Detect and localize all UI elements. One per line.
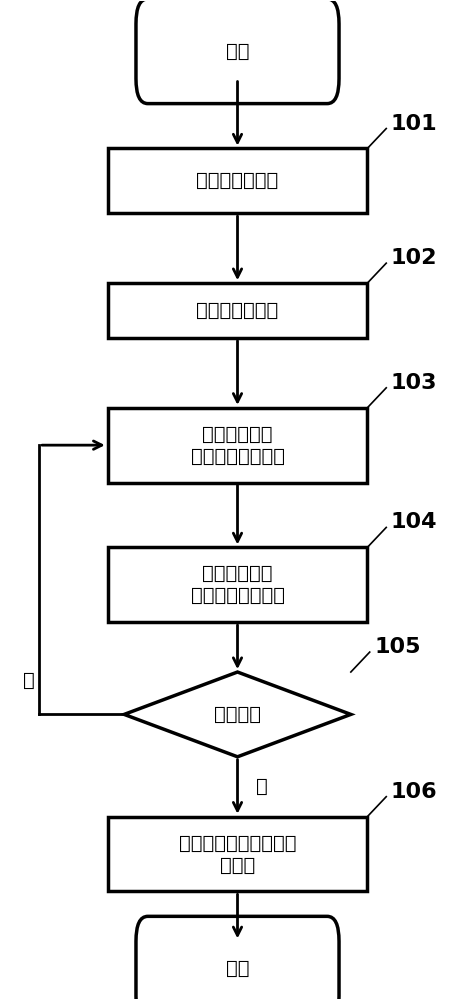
Bar	[108, 547, 367, 622]
Text: 根据连通分量重建并联
子结构: 根据连通分量重建并联 子结构	[179, 834, 296, 875]
Bar	[108, 283, 367, 338]
Text: 否: 否	[23, 670, 35, 689]
Text: 结束: 结束	[226, 959, 249, 978]
Text: 101: 101	[391, 114, 437, 134]
Text: 是否收敛: 是否收敛	[214, 705, 261, 724]
Text: 开始: 开始	[226, 42, 249, 61]
FancyBboxPatch shape	[136, 0, 339, 104]
Text: 是: 是	[256, 777, 268, 796]
Bar	[108, 408, 367, 483]
Text: 器件顶点聚类
更新器件顶点标记: 器件顶点聚类 更新器件顶点标记	[190, 564, 285, 605]
FancyBboxPatch shape	[136, 916, 339, 1000]
Polygon shape	[124, 672, 351, 757]
Text: 106: 106	[391, 782, 437, 802]
Text: 104: 104	[391, 512, 437, 532]
Text: 103: 103	[391, 373, 437, 393]
Text: 节点顶点聚类
更新节点顶点标记: 节点顶点聚类 更新节点顶点标记	[190, 425, 285, 466]
Bar	[108, 148, 367, 213]
Text: 初始化顶点标记: 初始化顶点标记	[196, 301, 279, 320]
Text: 105: 105	[374, 637, 421, 657]
Bar	[108, 817, 367, 891]
Text: 电路转为二分图: 电路转为二分图	[196, 171, 279, 190]
Text: 102: 102	[391, 248, 437, 268]
